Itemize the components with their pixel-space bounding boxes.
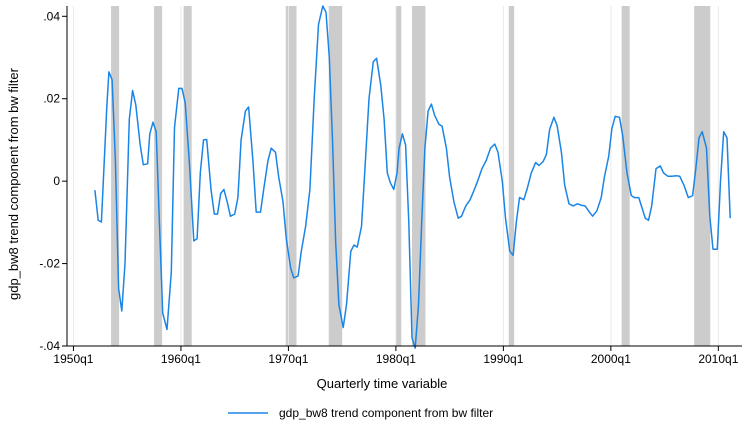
recession-band [328, 6, 343, 346]
x-tick-label: 1970q1 [268, 352, 308, 366]
y-tick-label: -.02 [39, 257, 60, 271]
recession-band [508, 6, 515, 346]
series-line [94, 5, 731, 349]
y-tick-label: 0 [53, 174, 60, 188]
y-tick-label: .04 [43, 9, 60, 23]
x-axis-ticks: 1950q1 1960q1 1970q1 1980q1 1990q1 2000q1 2010… [53, 346, 739, 366]
y-axis-title: gdp_bw8 trend component from bw filter [6, 67, 21, 300]
recession-band [285, 6, 297, 346]
recession-band [412, 6, 426, 346]
recession-band [694, 6, 711, 346]
axes [66, 6, 742, 347]
series-group [94, 5, 731, 349]
x-tick-label: 1960q1 [161, 352, 201, 366]
recession-band [183, 6, 192, 346]
x-tick-label: 1980q1 [376, 352, 416, 366]
x-tick-label: 2000q1 [591, 352, 631, 366]
x-tick-label: 1950q1 [53, 352, 93, 366]
recession-band [621, 6, 630, 346]
y-axis-ticks: -.04 -.02 0 .02 .04 [39, 9, 67, 353]
recession-band [395, 6, 402, 346]
x-axis-title: Quarterly time variable [317, 376, 448, 391]
legend: gdp_bw8 trend component from bw filter [228, 406, 493, 420]
x-tick-label: 1990q1 [483, 352, 523, 366]
x-tick-label: 2010q1 [698, 352, 738, 366]
y-tick-label: .02 [43, 92, 60, 106]
y-tick-label: -.04 [39, 339, 60, 353]
legend-label: gdp_bw8 trend component from bw filter [279, 406, 493, 420]
